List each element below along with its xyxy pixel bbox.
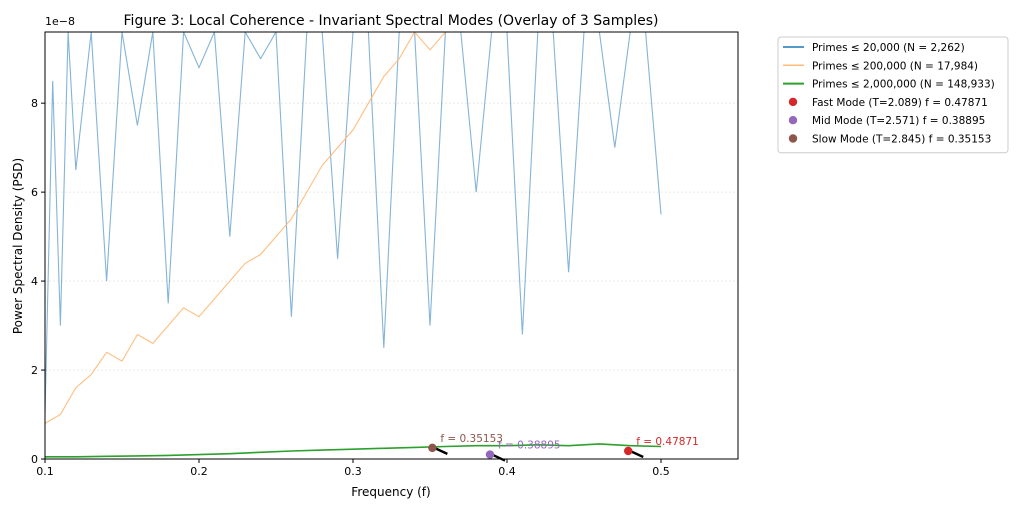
annotation-label-1: f = 0.38895: [498, 440, 561, 452]
annotation-arrow-0: [629, 449, 644, 459]
mode-point-3-0: [624, 446, 633, 456]
legend-label-2: Primes ≤ 2,000,000 (N = 148,933): [812, 79, 995, 91]
annotation-label-2: f = 0.35153: [440, 433, 503, 445]
series-group: [45, 32, 662, 458]
y-tick-label-2: 4: [31, 275, 38, 288]
legend-box: [777, 36, 1009, 154]
series-line-1: [45, 32, 661, 424]
mode-point-5-0: [428, 443, 437, 453]
y-axis-offset-label: 1e−8: [45, 15, 75, 28]
legend-label-3: Fast Mode (T=2.089) f = 0.47871: [812, 97, 988, 109]
y-tick-label-1: 2: [31, 364, 38, 377]
x-tick-label-1: 0.2: [190, 465, 208, 478]
series-line-0: [45, 32, 662, 415]
x-axis-label: Frequency (f): [351, 485, 430, 499]
y-tick-label-4: 8: [31, 97, 38, 110]
legend: Primes ≤ 20,000 (N = 2,262) Primes ≤ 200,…: [777, 36, 1009, 154]
x-tick-label-4: 0.5: [652, 465, 670, 478]
y-axis-label: Power Spectral Density (PSD): [11, 158, 25, 334]
legend-swatch-4: [788, 116, 798, 125]
x-tick-label-2: 0.3: [344, 465, 362, 478]
mode-point-4-0: [485, 450, 495, 459]
legend-swatch-5: [788, 134, 798, 143]
x-tick-label-3: 0.4: [498, 465, 516, 478]
axes-frame: [44, 31, 739, 460]
annotation-label-0: f = 0.47871: [636, 436, 699, 448]
x-tick-label-0: 0.1: [36, 465, 54, 478]
legend-label-0: Primes ≤ 20,000 (N = 2,262): [812, 42, 965, 54]
legend-label-4: Mid Mode (T=2.571) f = 0.38895: [812, 115, 985, 127]
series-line-2: [45, 443, 662, 458]
y-tick-label-0: 0: [31, 453, 38, 466]
legend-label-1: Primes ≤ 200,000 (N = 17,984): [812, 60, 978, 72]
annotation-arrow-1: [491, 453, 506, 462]
legend-label-5: Slow Mode (T=2.845) f = 0.35153: [812, 134, 991, 146]
y-tick-label-3: 6: [31, 186, 38, 199]
annotation-arrow-2: [433, 446, 448, 455]
legend-swatch-3: [788, 97, 798, 107]
chart-title: Figure 3: Local Coherence - Invariant Sp…: [124, 13, 659, 29]
